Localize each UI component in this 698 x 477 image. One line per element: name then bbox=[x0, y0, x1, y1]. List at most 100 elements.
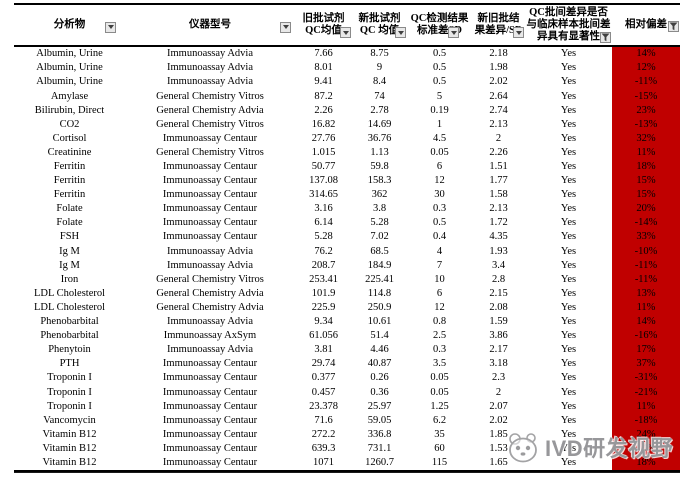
cell-old-qc-mean: 1071 bbox=[313, 456, 334, 468]
cell-sd: 6 bbox=[436, 287, 443, 299]
cell-diff-per-sd: 2.02 bbox=[489, 414, 508, 426]
col-header-label: 仪器型号 bbox=[189, 18, 231, 30]
cell-relative-bias: 17% bbox=[612, 343, 680, 358]
cell-new-qc-mean: 0.26 bbox=[370, 372, 389, 384]
cell-significant: Yes bbox=[560, 76, 577, 88]
cell-old-qc-mean: 137.08 bbox=[309, 175, 338, 187]
cell-analyte: Albumin, Urine bbox=[36, 62, 103, 74]
cell-significant: Yes bbox=[560, 189, 577, 201]
filter-funnel-icon[interactable] bbox=[668, 20, 679, 32]
cell-analyte: Cortisol bbox=[52, 132, 87, 144]
cell-new-qc-mean: 51.4 bbox=[370, 330, 389, 342]
cell-significant: Yes bbox=[560, 146, 577, 158]
filter-dropdown-icon[interactable] bbox=[340, 27, 351, 39]
cell-analyte: CO2 bbox=[59, 118, 80, 130]
cell-instrument: General Chemistry Advia bbox=[156, 104, 264, 116]
cell-analyte: Troponin I bbox=[47, 400, 92, 412]
cell-analyte: Folate bbox=[56, 217, 83, 229]
cell-significant: Yes bbox=[560, 330, 577, 342]
cell-significant: Yes bbox=[560, 372, 577, 384]
cell-relative-bias: 14% bbox=[612, 441, 680, 456]
table-row: Albumin, Urine Immunoassay Advia 9.41 8.4 0.… bbox=[14, 75, 680, 90]
cell-old-qc-mean: 7.66 bbox=[314, 48, 333, 60]
cell-new-qc-mean: 9 bbox=[376, 62, 383, 74]
cell-relative-bias: -18% bbox=[612, 413, 680, 428]
cell-diff-per-sd: 2.07 bbox=[489, 400, 508, 412]
chevron-down-icon bbox=[515, 30, 522, 35]
cell-sd: 0.3 bbox=[432, 203, 447, 215]
cell-significant: Yes bbox=[560, 287, 577, 299]
cell-instrument: Immunoassay Centaur bbox=[162, 203, 258, 215]
table-row: Bilirubin, Direct General Chemistry Advia… bbox=[14, 103, 680, 118]
filter-dropdown-icon[interactable] bbox=[105, 21, 116, 33]
cell-old-qc-mean: 639.3 bbox=[311, 442, 336, 454]
table-row: Ferritin Immunoassay Centaur 137.08 158.3 12… bbox=[14, 174, 680, 189]
cell-old-qc-mean: 3.81 bbox=[314, 344, 333, 356]
table-row: LDL Cholesterol General Chemistry Advia 10… bbox=[14, 286, 680, 301]
cell-analyte: Bilirubin, Direct bbox=[34, 104, 105, 116]
cell-instrument: Immunoassay Centaur bbox=[162, 442, 258, 454]
filter-dropdown-icon[interactable] bbox=[395, 27, 406, 39]
cell-significant: Yes bbox=[560, 231, 577, 243]
cell-relative-bias: 32% bbox=[612, 131, 680, 146]
cell-new-qc-mean: 8.4 bbox=[372, 76, 387, 88]
cell-diff-per-sd: 1.58 bbox=[489, 189, 508, 201]
cell-analyte: Albumin, Urine bbox=[36, 76, 103, 88]
table-row: Phenobarbital Immunoassay AxSym 61.056 51.4… bbox=[14, 329, 680, 344]
cell-diff-per-sd: 4.35 bbox=[489, 231, 508, 243]
cell-significant: Yes bbox=[560, 400, 577, 412]
cell-relative-bias: 15% bbox=[612, 174, 680, 189]
cell-new-qc-mean: 7.02 bbox=[370, 231, 389, 243]
table-row: Amylase General Chemistry Vitros 87.2 74 5 2.… bbox=[14, 89, 680, 104]
cell-sd: 0.5 bbox=[432, 48, 447, 60]
col-header-new-qc-mean: 新批试剂QC 均值 bbox=[352, 11, 407, 40]
cell-new-qc-mean: 1260.7 bbox=[365, 456, 394, 468]
cell-instrument: General Chemistry Advia bbox=[156, 301, 264, 313]
table-row: Ig M Immunoassay Advia 208.7 184.9 7 3.4 Yes -1… bbox=[14, 258, 680, 273]
cell-instrument: Immunoassay Centaur bbox=[162, 386, 258, 398]
cell-analyte: Folate bbox=[56, 203, 83, 215]
cell-new-qc-mean: 59.05 bbox=[367, 414, 392, 426]
cell-relative-bias: 14% bbox=[612, 47, 680, 62]
cell-significant: Yes bbox=[560, 428, 577, 440]
cell-significant: Yes bbox=[560, 414, 577, 426]
cell-relative-bias: 33% bbox=[612, 230, 680, 245]
cell-old-qc-mean: 101.9 bbox=[311, 287, 336, 299]
cell-sd: 0.05 bbox=[430, 372, 449, 384]
filter-dropdown-icon[interactable] bbox=[448, 27, 459, 39]
cell-diff-per-sd: 2.13 bbox=[489, 118, 508, 130]
cell-relative-bias: 14% bbox=[612, 315, 680, 330]
table-row: LDL Cholesterol General Chemistry Advia 22… bbox=[14, 300, 680, 316]
table-body: Albumin, Urine Immunoassay Advia 7.66 8.75 0… bbox=[14, 47, 680, 471]
cell-new-qc-mean: 14.69 bbox=[367, 118, 392, 130]
cell-significant: Yes bbox=[560, 456, 577, 468]
filter-funnel-icon[interactable] bbox=[600, 32, 611, 44]
table-row: PTH Immunoassay Centaur 29.74 40.87 3.5 3.18 Y… bbox=[14, 357, 680, 372]
filter-dropdown-icon[interactable] bbox=[513, 27, 524, 39]
cell-significant: Yes bbox=[560, 245, 577, 257]
cell-instrument: Immunoassay Advia bbox=[166, 76, 254, 88]
cell-diff-per-sd: 2.15 bbox=[489, 287, 508, 299]
cell-relative-bias: -11% bbox=[612, 272, 680, 287]
cell-analyte: Ig M bbox=[59, 259, 80, 271]
cell-analyte: Ferritin bbox=[53, 189, 86, 201]
cell-sd: 0.8 bbox=[432, 316, 447, 328]
cell-diff-per-sd: 3.18 bbox=[489, 358, 508, 370]
cell-relative-bias: -21% bbox=[612, 385, 680, 400]
cell-old-qc-mean: 0.377 bbox=[311, 372, 336, 384]
cell-relative-bias: 24% bbox=[612, 427, 680, 442]
cell-new-qc-mean: 250.9 bbox=[367, 301, 392, 313]
table-row: Vitamin B12 Immunoassay Centaur 639.3 731.1… bbox=[14, 441, 680, 456]
cell-instrument: Immunoassay Advia bbox=[166, 62, 254, 74]
cell-significant: Yes bbox=[560, 386, 577, 398]
cell-new-qc-mean: 2.78 bbox=[370, 104, 389, 116]
cell-new-qc-mean: 225.41 bbox=[365, 273, 394, 285]
cell-new-qc-mean: 362 bbox=[371, 189, 388, 201]
filter-dropdown-icon[interactable] bbox=[280, 21, 291, 33]
cell-analyte: Iron bbox=[60, 273, 79, 285]
cell-diff-per-sd: 2.18 bbox=[489, 48, 508, 60]
cell-analyte: Vitamin B12 bbox=[42, 428, 97, 440]
cell-instrument: Immunoassay Centaur bbox=[162, 161, 258, 172]
cell-sd: 0.19 bbox=[430, 104, 449, 116]
cell-diff-per-sd: 1.65 bbox=[489, 456, 508, 468]
